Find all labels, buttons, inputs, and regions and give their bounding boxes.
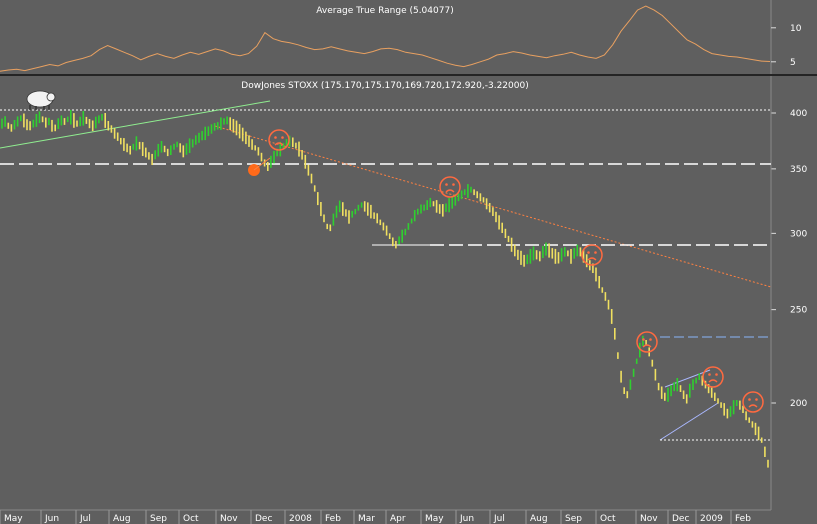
uptrend-line — [0, 100, 271, 149]
x-axis-label: Aug — [113, 514, 131, 524]
x-axis-label: Oct — [600, 514, 616, 524]
sad-face-icon — [268, 129, 290, 151]
atr-plot-area — [0, 0, 771, 74]
price-y-tick-label: 350 — [790, 165, 807, 175]
downtrend-line — [214, 125, 772, 288]
x-axis-label: Mar — [358, 514, 375, 524]
atr-y-tick-label: 10 — [790, 24, 802, 34]
atr-series-line — [0, 5, 771, 72]
x-axis-label: Nov — [220, 514, 238, 524]
x-axis-label: Jun — [459, 514, 474, 524]
price-y-tick-label: 300 — [790, 229, 807, 239]
x-axis-label: Sep — [565, 514, 582, 524]
x-axis-label: 2009 — [700, 514, 723, 524]
x-axis-label: Jul — [79, 514, 91, 524]
x-axis-label: Apr — [390, 514, 406, 524]
x-axis-label: Dec — [672, 514, 689, 524]
sad-face-icon — [636, 331, 658, 353]
sad-face-icon — [439, 176, 461, 198]
channel-upper-line — [664, 369, 711, 388]
x-axis-label: Sep — [150, 514, 167, 524]
x-axis-labels: May Jun Jul Aug Sep Oct Nov Dec 2008 Feb Mar Apr May… — [0, 510, 751, 524]
price-y-tick-label: 200 — [790, 399, 807, 409]
price-y-tick-label: 400 — [790, 109, 807, 119]
price-y-tick-label: 250 — [790, 306, 807, 316]
x-axis-label: Aug — [530, 514, 548, 524]
signal-arrow-line — [253, 157, 271, 171]
x-axis-label: Feb — [735, 514, 751, 524]
sad-face-markers — [268, 129, 764, 413]
price-title: DowJones STOXX (175.170,175.170,169.720,… — [241, 81, 528, 91]
x-axis-label: Nov — [640, 514, 658, 524]
sad-face-icon — [702, 366, 724, 388]
x-axis-label: 2008 — [289, 514, 312, 524]
atr-y-ticks: 5 10 — [771, 24, 802, 68]
atr-y-tick-label: 5 — [790, 58, 796, 68]
sad-face-icon — [742, 391, 764, 413]
x-axis-label: May — [425, 514, 444, 524]
atr-panel: 5 10 Average True Range (5.04077) — [0, 0, 802, 74]
atr-title: Average True Range (5.04077) — [316, 6, 453, 16]
price-panel: DowJones STOXX (175.170,175.170,169.720,… — [0, 76, 807, 510]
channel-lower-line — [659, 402, 719, 441]
bull-icon — [26, 90, 56, 110]
price-bars — [1, 110, 769, 468]
x-axis-label: Jun — [44, 514, 59, 524]
x-axis-label: Feb — [325, 514, 341, 524]
x-axis-label: Dec — [255, 514, 272, 524]
x-axis-label: Oct — [183, 514, 199, 524]
price-y-ticks: 200 250 300 350 400 — [771, 109, 807, 409]
x-axis-label: May — [4, 514, 23, 524]
x-axis-label: Jul — [493, 514, 505, 524]
sad-face-icon — [581, 244, 603, 266]
